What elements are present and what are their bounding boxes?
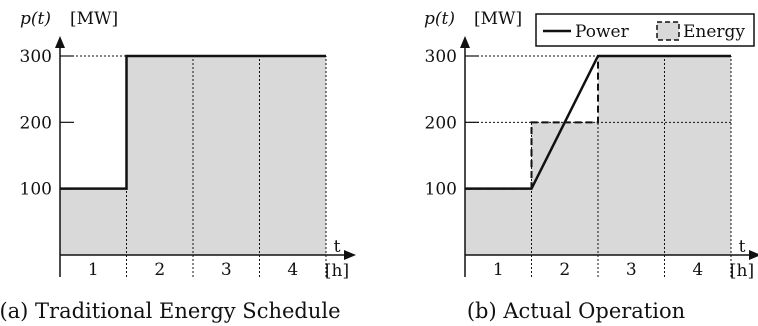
b-energy-block-3	[598, 56, 665, 255]
b-energy-block-1	[465, 189, 532, 255]
a-x-axis-arrow	[344, 250, 356, 260]
b-interval-label-2: 2	[559, 260, 570, 280]
b-xlabel-t: t	[739, 237, 746, 257]
a-interval-label-2: 2	[154, 260, 165, 280]
b-ylabel-p: p(t)	[424, 9, 455, 29]
b-ytick-label-300: 300	[425, 47, 457, 67]
b-ytick-label-100: 100	[425, 180, 457, 200]
legend-energy-label: Energy	[683, 22, 745, 42]
a-interval-label-4: 4	[287, 260, 298, 280]
b-y-axis-arrow	[460, 36, 470, 48]
b-interval-label-4: 4	[692, 260, 703, 280]
legend: Power Energy	[536, 14, 754, 46]
a-ytick-label-200: 200	[20, 113, 52, 133]
b-interval-label-3: 3	[626, 260, 637, 280]
b-interval-label-1: 1	[493, 260, 504, 280]
b-x-axis-arrow	[749, 250, 758, 260]
a-ylabel-unit: [MW]	[70, 9, 118, 29]
a-energy-block-4	[260, 56, 327, 255]
a-interval-label-1: 1	[88, 260, 99, 280]
a-ytick-label-100: 100	[20, 180, 52, 200]
a-ytick-label-300: 300	[20, 47, 52, 67]
b-caption: (b) Actual Operation	[467, 299, 685, 323]
a-xlabel-t: t	[334, 237, 341, 257]
a-xlabel-unit: [h]	[325, 261, 349, 281]
a-energy-block-2	[127, 56, 194, 255]
b-energy-block-2	[532, 122, 599, 255]
b-xlabel-unit: [h]	[730, 261, 754, 281]
a-energy-block-3	[193, 56, 260, 255]
panel-b-chart: 100 200 300 1 2 3 4 p(t) [MW] t [h] (b) Actual…	[424, 9, 758, 323]
a-energy-block-1	[60, 189, 127, 255]
a-y-axis-arrow	[55, 36, 65, 48]
a-interval-label-3: 3	[221, 260, 232, 280]
a-ylabel-p: p(t)	[20, 9, 51, 29]
legend-energy-swatch	[657, 22, 679, 40]
a-caption: (a) Traditional Energy Schedule	[0, 299, 341, 323]
b-ylabel-unit: [MW]	[474, 9, 522, 29]
legend-power-label: Power	[575, 22, 630, 42]
panel-a-chart: 100 200 300 1 2 3 4 p(t) [MW] t [h] (a) Tradit…	[0, 9, 356, 323]
b-ytick-label-200: 200	[425, 113, 457, 133]
b-energy-block-4	[665, 56, 732, 255]
